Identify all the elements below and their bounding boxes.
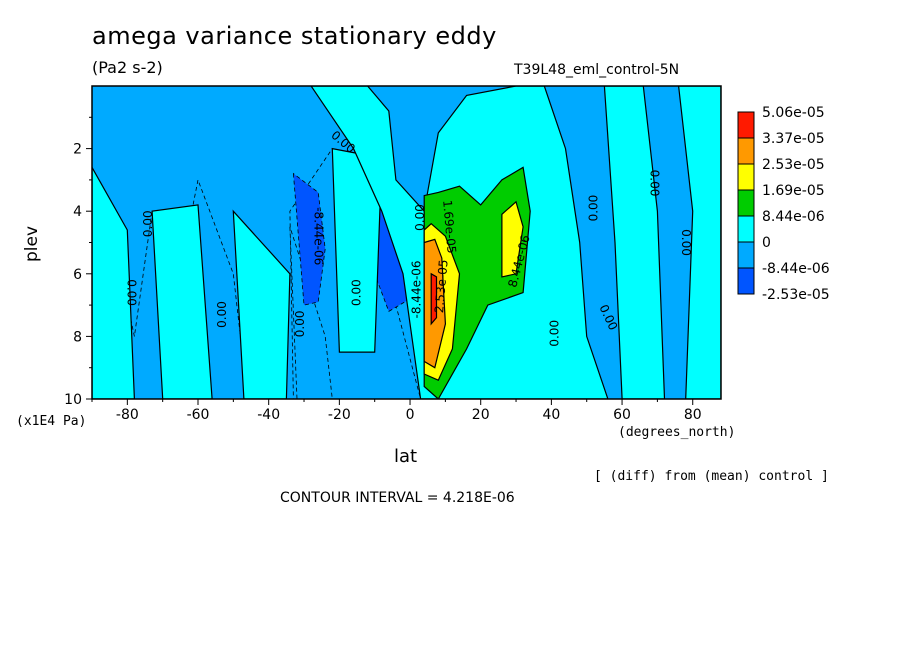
- contour-region-pos1-10: [677, 86, 721, 399]
- x-tick-label: 0: [406, 407, 415, 423]
- y-axis-units: (x1E4 Pa): [16, 414, 87, 429]
- chart-title: amega variance stationary eddy: [92, 22, 497, 50]
- x-tick-label: 80: [684, 407, 702, 423]
- legend-swatch: [737, 137, 755, 165]
- legend-swatch: [737, 189, 755, 217]
- contour-region-pos1-6: [232, 209, 291, 399]
- legend-label: 5.06e-05: [762, 105, 825, 121]
- contour-region-pos1-4: [92, 166, 136, 399]
- legend-label: 2.53e-05: [762, 157, 825, 173]
- x-tick-label: 60: [613, 407, 631, 423]
- chart-units: (Pa2 s-2): [92, 58, 163, 77]
- contour-interval-label: CONTOUR INTERVAL = 4.218E-06: [280, 490, 515, 506]
- diff-note: [ (diff) from (mean) control ]: [594, 469, 829, 484]
- legend-label: -2.53e-05: [762, 287, 830, 303]
- contour-region-pos1-5: [151, 204, 213, 399]
- x-axis-label: lat: [394, 446, 418, 467]
- contour-label: 0.00: [215, 301, 229, 328]
- contour-region-pos1-9: [603, 86, 666, 399]
- x-tick-label: 20: [472, 407, 490, 423]
- contour-label: 0.00: [679, 229, 693, 256]
- contour-region-pos5-15: [430, 272, 438, 326]
- contour-label: 0.00: [293, 311, 307, 338]
- x-axis-units: (degrees_north): [618, 425, 736, 440]
- contour-label: 2.53e-05: [432, 259, 451, 314]
- y-tick-label: 6: [73, 267, 82, 283]
- y-tick-label: 4: [73, 204, 82, 220]
- legend-label: 0: [762, 235, 771, 251]
- legend-label: 8.44e-06: [762, 209, 825, 225]
- contour-label: 0.00: [647, 170, 661, 197]
- contour-label: 0.00: [547, 320, 561, 347]
- contour-region-neg2-2: [292, 172, 326, 306]
- contour-label: 0.00: [413, 204, 427, 231]
- y-tick-label: 8: [73, 329, 82, 345]
- dataset-label: T39L48_eml_control-5N: [514, 62, 680, 78]
- legend-swatch: [737, 111, 755, 139]
- contour-label: 0.00: [124, 279, 138, 306]
- x-tick-label: -80: [116, 407, 139, 423]
- contour-label: 0.00: [141, 210, 155, 237]
- contour-label: -8.44e-06: [410, 260, 424, 318]
- y-tick-label: 2: [73, 142, 82, 158]
- legend-swatch: [737, 241, 755, 269]
- legend-label: -8.44e-06: [762, 261, 830, 277]
- legend-label: 3.37e-05: [762, 131, 825, 147]
- legend-swatch: [737, 267, 755, 295]
- y-tick-label: 10: [64, 392, 82, 408]
- x-tick-label: 40: [542, 407, 560, 423]
- legend-swatch: [737, 215, 755, 243]
- contour-label: 1.69e-05: [440, 199, 459, 254]
- legend-swatch: [737, 163, 755, 191]
- contour-label: -8.44e-06: [312, 207, 326, 265]
- contour-region-pos3-13: [501, 200, 524, 278]
- x-tick-label: -60: [187, 407, 210, 423]
- contour-label: 0.00: [350, 279, 364, 306]
- legend-label: 1.69e-05: [762, 183, 825, 199]
- contour-label: 0.00: [586, 195, 600, 222]
- x-tick-label: -40: [257, 407, 280, 423]
- x-tick-label: -20: [328, 407, 351, 423]
